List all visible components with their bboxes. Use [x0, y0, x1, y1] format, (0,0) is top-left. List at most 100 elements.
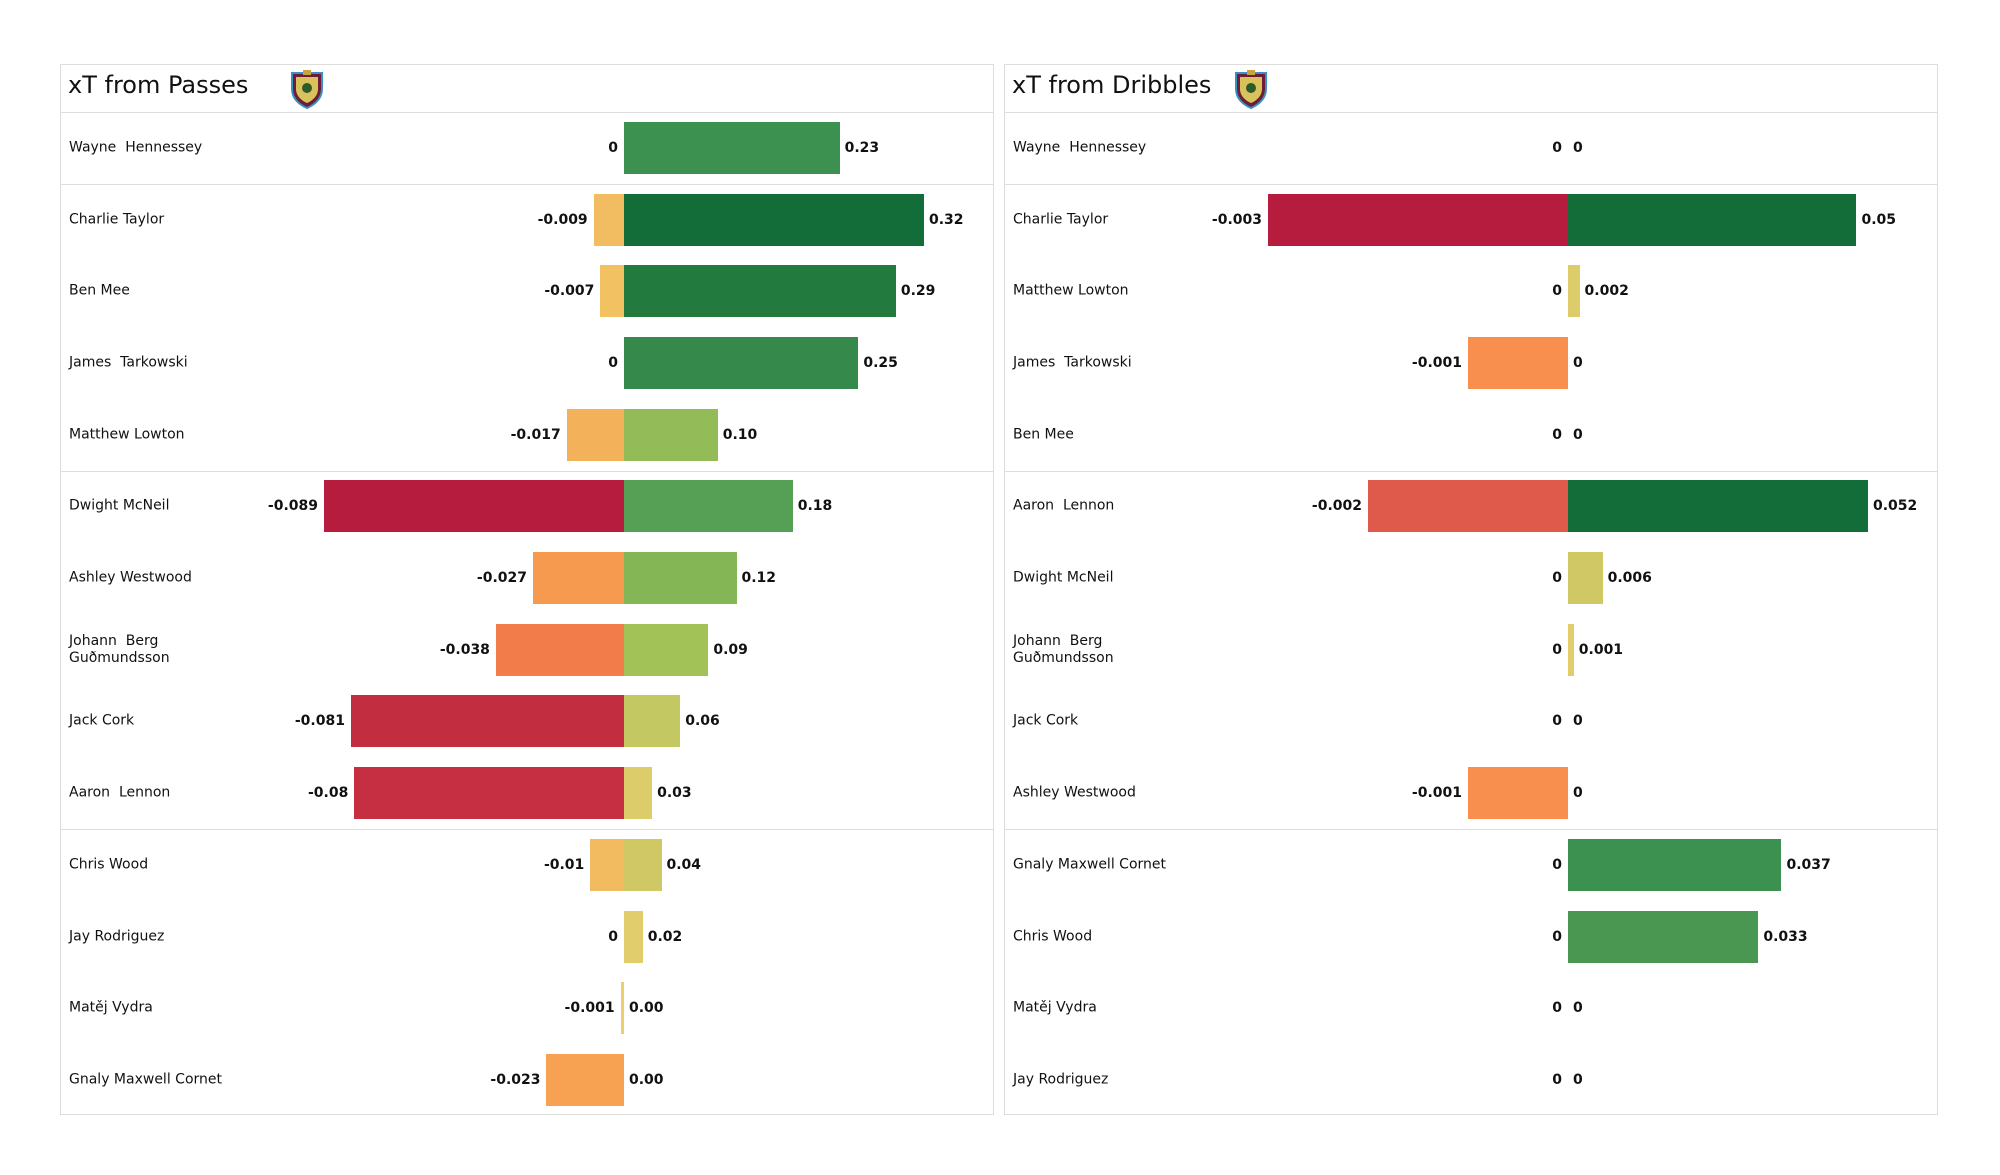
positive-value-label: 0.006 — [1607, 570, 1652, 587]
negative-value-label: 0 — [1552, 856, 1562, 873]
positive-value-label: 0.04 — [666, 856, 702, 873]
positive-value-label: 0.00 — [629, 1071, 664, 1088]
negative-value-label: 0 — [608, 354, 618, 371]
positive-bar — [624, 121, 840, 174]
negative-value-label: -0.007 — [544, 283, 595, 300]
chart-title: xT from Passes — [68, 71, 249, 99]
negative-value-label: 0 — [1552, 283, 1562, 300]
negative-value-label: 0 — [1552, 713, 1562, 730]
positive-value-label: 0.001 — [1578, 641, 1624, 658]
player-name: Jay Rodriguez — [1013, 1071, 1109, 1088]
positive-value-label: 0 — [1573, 139, 1583, 156]
positive-bar — [624, 695, 681, 748]
positive-value-label: 0 — [1573, 785, 1583, 802]
negative-bar — [350, 695, 624, 748]
positive-bar — [624, 193, 924, 246]
positive-bar — [624, 623, 709, 676]
negative-value-label: -0.023 — [490, 1071, 541, 1088]
positive-value-label: 0.033 — [1763, 928, 1808, 945]
header-divider — [61, 112, 993, 113]
positive-value-label: 0 — [1573, 1000, 1583, 1017]
negative-value-label: 0 — [608, 139, 618, 156]
negative-bar — [546, 1053, 624, 1106]
positive-value-label: 0.10 — [722, 426, 758, 443]
player-name: Dwight McNeil — [69, 497, 170, 514]
positive-value-label: 0.00 — [629, 1000, 664, 1017]
club-crest — [1235, 70, 1267, 109]
negative-bar — [1468, 336, 1568, 389]
positive-bar — [624, 838, 662, 891]
player-name: Matthew Lowton — [1013, 282, 1129, 299]
negative-value-label: -0.01 — [543, 856, 585, 873]
positive-value-label: 0.02 — [647, 928, 683, 945]
positive-value-label: 0.03 — [657, 785, 692, 802]
header-divider — [1005, 112, 1937, 113]
negative-bar — [324, 480, 624, 533]
negative-value-label: -0.001 — [564, 1000, 615, 1017]
negative-bar — [1368, 480, 1568, 533]
group-divider — [61, 183, 993, 185]
positive-value-label: 0.06 — [685, 713, 720, 730]
positive-value-label: 0.29 — [900, 283, 936, 300]
group-divider — [61, 470, 993, 472]
positive-bar — [1568, 480, 1868, 533]
positive-value-label: 0.09 — [713, 641, 748, 658]
negative-value-label: -0.027 — [476, 570, 527, 587]
player-name: James Tarkowski — [69, 354, 188, 371]
player-name: Ashley Westwood — [1013, 784, 1136, 801]
negative-value-label: -0.001 — [1411, 785, 1462, 802]
player-name: Gnaly Maxwell Cornet — [69, 1071, 222, 1088]
player-name: Matěj Vydra — [1013, 999, 1097, 1016]
negative-value-label: 0 — [1552, 641, 1562, 658]
positive-bar — [1568, 910, 1759, 963]
positive-value-label: 0.002 — [1584, 283, 1629, 300]
positive-value-label: 0 — [1573, 426, 1583, 443]
positive-value-label: 0.18 — [797, 498, 833, 515]
group-divider — [1005, 470, 1937, 472]
positive-bar — [1568, 552, 1603, 605]
negative-value-label: 0 — [608, 928, 618, 945]
negative-value-label: 0 — [1552, 426, 1562, 443]
group-divider — [1005, 829, 1937, 830]
player-name: Matthew Lowton — [69, 426, 185, 443]
positive-value-label: 0.32 — [929, 211, 964, 228]
negative-value-label: 0 — [1552, 139, 1562, 156]
player-name: Charlie Taylor — [69, 211, 165, 228]
player-name: Wayne Hennessey — [69, 139, 203, 156]
chart-title: xT from Dribbles — [1012, 71, 1212, 99]
player-name: Johann Berg Guðmundsson — [1013, 632, 1114, 666]
positive-bar — [624, 336, 859, 389]
positive-bar — [624, 767, 653, 820]
player-name: Charlie Taylor — [1013, 211, 1109, 228]
player-name: Aaron Lennon — [1013, 497, 1115, 514]
negative-bar — [354, 767, 624, 820]
negative-value-label: -0.017 — [510, 426, 561, 443]
positive-bar — [624, 552, 737, 605]
player-name: Dwight McNeil — [1013, 569, 1114, 586]
negative-bar — [593, 193, 624, 246]
group-divider — [61, 829, 993, 830]
negative-bar — [600, 265, 624, 318]
player-name: Ashley Westwood — [69, 569, 192, 586]
negative-bar — [532, 552, 624, 605]
player-name: Chris Wood — [1013, 928, 1093, 945]
positive-bar — [1568, 623, 1574, 676]
negative-bar — [590, 838, 624, 891]
player-name: Wayne Hennessey — [1013, 139, 1147, 156]
negative-value-label: 0 — [1552, 1000, 1562, 1017]
positive-value-label: 0.12 — [741, 570, 777, 587]
negative-value-label: -0.081 — [294, 713, 345, 730]
negative-bar — [1468, 767, 1568, 820]
player-name: Aaron Lennon — [69, 784, 171, 801]
player-name: Jack Cork — [69, 712, 135, 729]
positive-bar — [1568, 265, 1580, 318]
positive-bar — [624, 265, 896, 318]
positive-bar — [1568, 838, 1782, 891]
player-name: Ben Mee — [69, 282, 130, 299]
player-name: Matěj Vydra — [69, 999, 153, 1016]
player-name: Jack Cork — [1013, 712, 1079, 729]
negative-value-label: 0 — [1552, 928, 1562, 945]
chart-panel: xT from Passes Wayne Hennessey 0 0.23 Charli… — [60, 64, 994, 1115]
positive-bar — [624, 910, 643, 963]
player-name: James Tarkowski — [1013, 354, 1132, 371]
